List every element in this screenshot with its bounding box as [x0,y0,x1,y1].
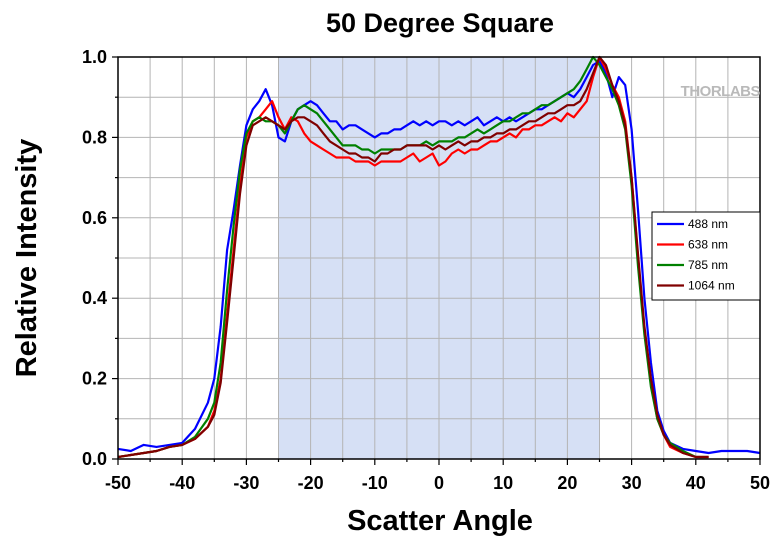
series-group [117,55,761,459]
y-tick-label: 0.6 [82,208,107,228]
x-tick-label: -30 [233,473,259,493]
legend-label: 785 nm [688,258,728,272]
tick-labels: -50 -40 -30 -20 -10 0 10 20 30 40 50 0.0 0.2 0.4 0.6 0.… [82,47,770,493]
x-tick-label: -50 [105,473,131,493]
y-tick-label: 0.4 [82,288,107,308]
x-tick-label: -40 [169,473,195,493]
series-line-488-nm [117,59,761,455]
x-tick-label: 10 [493,473,513,493]
y-axis-label: Relative Intensity [11,139,43,378]
x-tick-label: 40 [686,473,706,493]
legend-label: 638 nm [688,238,728,252]
y-tick-label: 0.8 [82,127,107,147]
series-line-1064-nm [117,55,709,459]
legend-label: 1064 nm [688,279,735,293]
thorlabs-watermark: THORLABS [681,83,761,100]
x-tick-label: 20 [557,473,577,493]
x-axis-label: Scatter Angle [347,505,533,537]
x-tick-label: 30 [622,473,642,493]
series-line-785-nm [117,55,709,459]
y-tick-label: 0.0 [82,449,107,469]
legend: 488 nm 638 nm 785 nm 1064 nm [651,211,761,301]
x-tick-label: -20 [298,473,324,493]
x-tick-label: -10 [362,473,388,493]
x-tick-label: 50 [750,473,770,493]
legend-label: 488 nm [688,217,728,231]
y-tick-label: 1.0 [82,47,107,67]
y-tick-label: 0.2 [82,369,107,389]
chart-title: 50 Degree Square [326,8,554,38]
x-tick-label: 0 [434,473,444,493]
